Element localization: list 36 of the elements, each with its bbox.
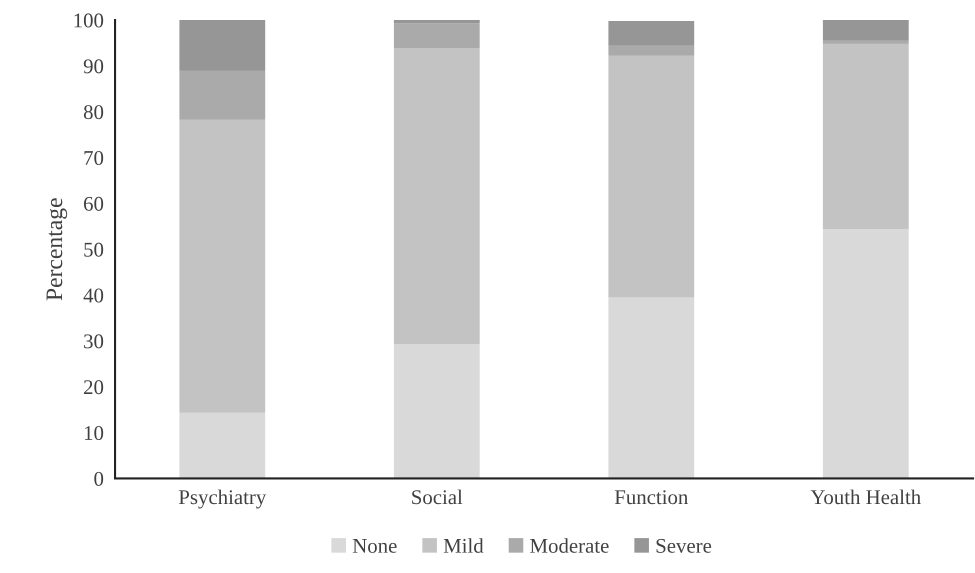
legend-label: Severe: [656, 538, 712, 553]
y-axis-title: Percentage: [46, 198, 68, 300]
bar: [608, 56, 694, 298]
x-tick-label: Social: [412, 490, 462, 504]
bar: [608, 46, 694, 56]
y-tick-label: 100: [74, 13, 104, 28]
y-tick-label: 40: [84, 288, 104, 303]
y-tick-label: 10: [84, 426, 104, 440]
legend-label: Mild: [444, 538, 484, 553]
y-tick-label: 50: [84, 242, 104, 257]
y-tick-label: 80: [84, 105, 104, 120]
bar: [179, 70, 266, 120]
y-tick-label: 20: [84, 380, 104, 394]
y-tick-label: 30: [84, 334, 104, 348]
bar: [394, 48, 480, 344]
bar: [394, 20, 480, 24]
legend-label: None: [352, 539, 397, 553]
bar: [179, 20, 266, 70]
x-tick-label: Psychiatry: [178, 490, 266, 509]
y-tick-label: 70: [84, 150, 104, 166]
bar: [608, 297, 694, 478]
bar: [394, 344, 480, 478]
bar: [822, 44, 909, 230]
y-tick-label: 60: [84, 196, 104, 211]
bar: [822, 229, 909, 478]
bar: [822, 20, 909, 41]
bar: [179, 120, 266, 412]
bar: [394, 23, 480, 48]
bar: [179, 412, 266, 478]
bar: [608, 20, 694, 46]
legend-label: Moderate: [530, 538, 609, 553]
x-tick-label: Function: [614, 490, 688, 504]
y-tick-label: 90: [84, 59, 104, 74]
bar: [822, 40, 909, 44]
y-tick-label: 0: [94, 472, 104, 486]
x-tick-label: Youth Health: [810, 490, 921, 504]
